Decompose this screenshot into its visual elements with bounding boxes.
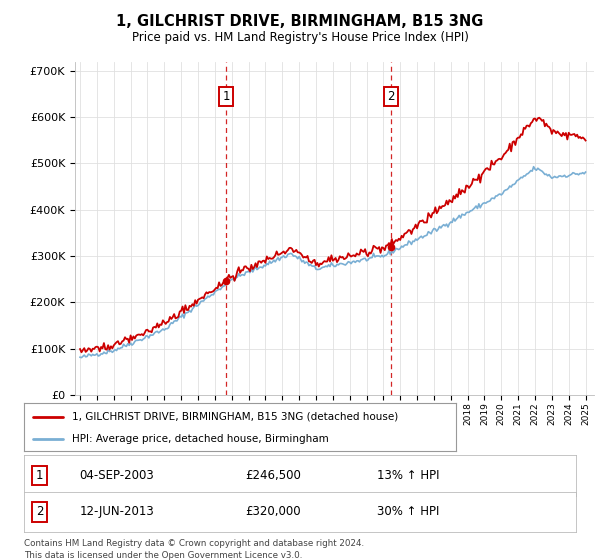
Text: 2: 2 [387,90,395,103]
Text: HPI: Average price, detached house, Birmingham: HPI: Average price, detached house, Birm… [71,434,328,444]
Text: 1, GILCHRIST DRIVE, BIRMINGHAM, B15 3NG: 1, GILCHRIST DRIVE, BIRMINGHAM, B15 3NG [116,14,484,29]
Text: 04-SEP-2003: 04-SEP-2003 [79,469,154,482]
Text: 2: 2 [36,505,43,519]
Text: Contains HM Land Registry data © Crown copyright and database right 2024.
This d: Contains HM Land Registry data © Crown c… [24,539,364,559]
Text: £246,500: £246,500 [245,469,301,482]
Text: 30% ↑ HPI: 30% ↑ HPI [377,505,440,519]
Text: 1: 1 [223,90,230,103]
Text: 13% ↑ HPI: 13% ↑ HPI [377,469,440,482]
Text: £320,000: £320,000 [245,505,301,519]
Text: 12-JUN-2013: 12-JUN-2013 [79,505,154,519]
Text: Price paid vs. HM Land Registry's House Price Index (HPI): Price paid vs. HM Land Registry's House … [131,31,469,44]
Text: 1, GILCHRIST DRIVE, BIRMINGHAM, B15 3NG (detached house): 1, GILCHRIST DRIVE, BIRMINGHAM, B15 3NG … [71,412,398,422]
Text: 1: 1 [36,469,43,482]
